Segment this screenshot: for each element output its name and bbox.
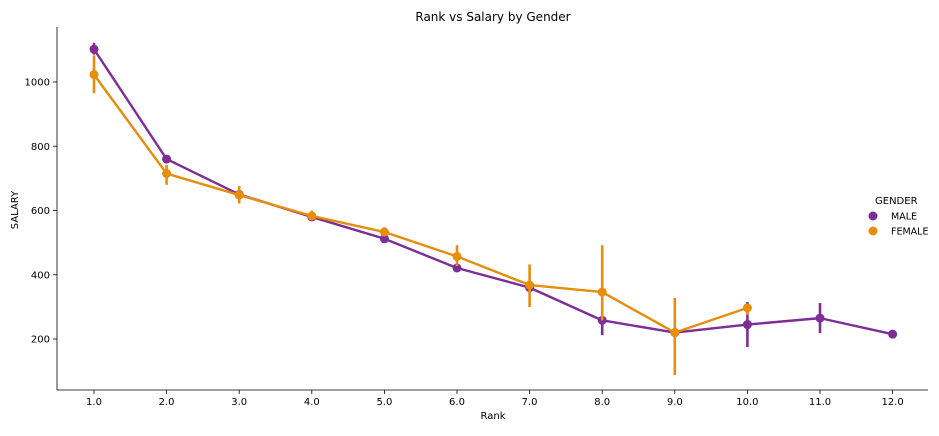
y-tick-label: 200: [31, 335, 50, 346]
point-female: [162, 169, 172, 179]
legend-marker-female: [868, 226, 878, 236]
legend: GENDER MALE FEMALE: [868, 196, 928, 238]
point-male: [815, 313, 825, 323]
x-tick-label: 7.0: [522, 397, 538, 408]
point-male: [888, 329, 898, 339]
x-tick-label: 1.0: [86, 397, 102, 408]
x-tick-label: 12.0: [881, 397, 903, 408]
point-male: [379, 234, 389, 244]
x-tick-label: 4.0: [304, 397, 320, 408]
x-tick-label: 11.0: [809, 397, 831, 408]
x-axis-label: Rank: [481, 411, 506, 422]
plot-area: [89, 42, 898, 375]
chart-title: Rank vs Salary by Gender: [415, 10, 570, 24]
series-male: [89, 42, 898, 348]
point-female: [670, 328, 680, 338]
point-female: [597, 287, 607, 297]
point-male: [742, 320, 752, 330]
point-male: [89, 44, 99, 54]
point-female: [452, 251, 462, 261]
legend-label-male: MALE: [891, 212, 917, 223]
point-male: [162, 154, 172, 164]
x-tick-label: 10.0: [736, 397, 758, 408]
y-tick-label: 800: [31, 142, 50, 153]
point-female: [379, 227, 389, 237]
point-female: [89, 70, 99, 80]
x-tick-label: 3.0: [231, 397, 247, 408]
x-tick-label: 5.0: [376, 397, 392, 408]
x-tick-label: 8.0: [594, 397, 610, 408]
point-female: [234, 190, 244, 200]
point-female: [742, 303, 752, 313]
series-line-male: [92, 48, 893, 336]
x-tick-label: 9.0: [667, 397, 683, 408]
y-axis-label: SALARY: [10, 190, 21, 229]
legend-marker-male: [868, 211, 878, 221]
point-female: [307, 211, 317, 221]
series-line-female: [93, 73, 748, 334]
x-tick-label: 6.0: [449, 397, 465, 408]
y-ticks: 200 400 600 800 1000: [25, 78, 57, 346]
y-tick-label: 600: [31, 206, 50, 217]
series-female: [89, 55, 752, 375]
point-male: [452, 263, 462, 273]
x-tick-label: 2.0: [159, 397, 175, 408]
y-tick-label: 400: [31, 270, 50, 281]
point-female: [525, 280, 535, 290]
legend-label-female: FEMALE: [891, 227, 928, 238]
x-ticks: 1.0 2.0 3.0 4.0 5.0 6.0 7.0 8.0 9.0 10.0 11.0 12.0: [86, 390, 904, 408]
legend-title: GENDER: [875, 196, 918, 207]
y-tick-label: 1000: [25, 78, 50, 89]
